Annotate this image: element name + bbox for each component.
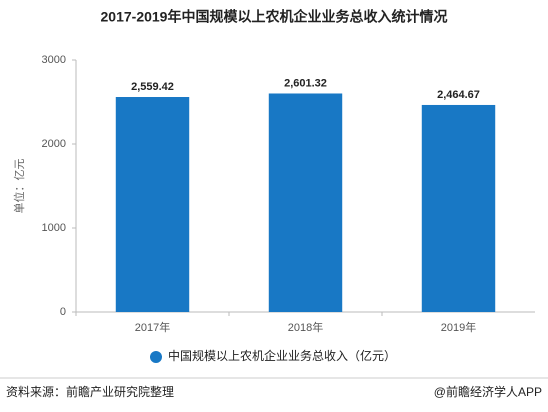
x-tick-label: 2018年 [288,320,323,334]
source: 资料来源：前瞻产业研究院整理 [6,384,174,399]
bar [268,93,343,312]
value-label: 2,559.42 [131,81,174,93]
x-tick-label: 2017年 [135,320,170,334]
chart-title: 2017-2019年中国规模以上农机企业业务总收入统计情况 [101,9,448,25]
y-axis-label: 单位：亿元 [12,159,26,214]
legend-label: 中国规模以上农机企业业务总收入（亿元） [168,348,396,363]
bar [421,104,496,313]
y-tick-label: 0 [60,306,66,318]
x-tick-label: 2019年 [441,320,476,334]
y-tick-label: 3000 [42,54,66,66]
y-tick-label: 2000 [42,138,66,150]
value-label: 2,464.67 [437,89,480,101]
bar [115,97,190,312]
credit: @前瞻经济学人APP [434,384,542,399]
y-tick-label: 1000 [42,222,66,234]
legend-swatch [150,351,162,363]
value-label: 2,601.32 [284,77,327,89]
